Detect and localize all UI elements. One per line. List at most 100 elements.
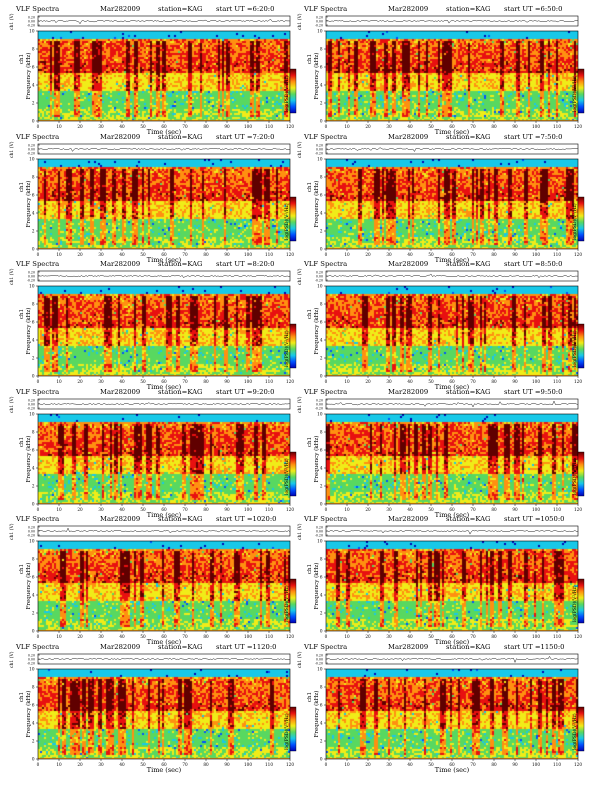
spectrogram-xtick-label: 10: [344, 762, 350, 767]
spectrogram-ylabel: Frequency (kHz): [25, 53, 32, 100]
spectrogram-ytick-label: 0: [32, 246, 35, 251]
spectrogram-ytick-label: 8: [320, 685, 323, 690]
waveform-tick-label: 0.00: [316, 275, 323, 279]
spectrogram-xtick-label: 10: [56, 507, 62, 512]
spectrogram-ytick-label: 0: [320, 246, 323, 251]
panel-date: Mar282009: [100, 515, 140, 523]
spectrogram-xtick-label: 100: [244, 762, 252, 767]
waveform-tick-label: -0.20: [27, 662, 35, 666]
spectrogram-xtick-label: 50: [428, 507, 434, 512]
waveform-tick-label: 0.20: [28, 398, 35, 402]
waveform-tick-label: -0.20: [27, 24, 35, 28]
spectrogram-xtick-label: 40: [407, 507, 413, 512]
spectrogram-ylabel: Frequency (kHz): [313, 691, 320, 738]
spectrogram-xtick-label: 80: [491, 252, 497, 257]
spectrogram-ytick-label: 6: [32, 575, 35, 580]
spectrogram-ylabel-ch: ch1: [307, 309, 313, 319]
spectrogram-xtick-label: 90: [224, 634, 230, 639]
panel-start-time: start UT =6:20:0: [216, 5, 274, 13]
spectrogram-canvas: [38, 158, 290, 249]
waveform-tick-label: 0.20: [316, 143, 323, 147]
spectrogram-xtick-label: 80: [203, 634, 209, 639]
spectrogram-ylabel-ch: ch1: [19, 692, 25, 702]
spectrogram-xtick-label: 60: [161, 252, 167, 257]
spectrogram-xtick-label: 20: [365, 507, 371, 512]
waveform-ylabel: ch1 (V): [8, 268, 15, 285]
spectrogram-ytick-label: 8: [320, 47, 323, 52]
panel-station: station=KAG: [158, 643, 202, 651]
spectrogram-xtick-label: 30: [386, 762, 392, 767]
panel-station: station=KAG: [158, 388, 202, 396]
spectrogram-xtick-label: 0: [37, 124, 40, 129]
spectrogram-ylabel: Frequency (kHz): [313, 53, 320, 100]
spectrogram-image: [326, 541, 578, 632]
panel-start-time: start UT =9:50:0: [504, 388, 562, 396]
spectrogram-ytick-label: 2: [320, 101, 323, 106]
waveform-tick-label: -0.20: [27, 151, 35, 155]
spectrogram-xtick-label: 0: [325, 252, 328, 257]
spectrogram-xtick-label: 80: [491, 379, 497, 384]
panel-date: Mar282009: [388, 133, 428, 141]
spectrogram-xtick-label: 90: [224, 252, 230, 257]
spectrogram-image: [326, 669, 578, 759]
spectrogram-xlabel: Time (sec): [147, 128, 182, 136]
spectrogram-xtick-label: 90: [224, 379, 230, 384]
spectrogram-ylabel: Frequency (kHz): [25, 308, 32, 355]
spectrogram-xtick-label: 110: [265, 634, 273, 639]
spectrogram-ytick-label: 2: [32, 483, 35, 488]
spectrogram-ylabel: Frequency (kHz): [313, 180, 320, 227]
spectrogram-xtick-label: 110: [553, 379, 561, 384]
spectrogram-xtick-label: 80: [491, 634, 497, 639]
panel-title: VLF Spectra: [303, 643, 347, 651]
spectrogram-xtick-label: 40: [119, 762, 125, 767]
spectrogram-xtick-label: 110: [553, 762, 561, 767]
spectrogram-ytick-label: 8: [32, 47, 35, 52]
spectrogram-xtick-label: 100: [244, 634, 252, 639]
panel-svg: VLF Spectra Mar282009 station=KAG start UT …: [296, 133, 585, 264]
spectrogram-image: [326, 413, 578, 504]
colorbar: [577, 451, 585, 496]
spectrogram-ylabel: Frequency (kHz): [25, 180, 32, 227]
spectrogram-xtick-label: 60: [449, 379, 455, 384]
colorbar-label: log(PSD)(V²/Hz): [571, 75, 578, 112]
spectrogram-xtick-label: 30: [386, 634, 392, 639]
panel-start-time: start UT =1050:0: [504, 515, 564, 523]
colorbar: [289, 323, 297, 369]
spectrogram-xtick-label: 0: [325, 379, 328, 384]
waveform-ylabel: ch1 (V): [296, 268, 303, 285]
spectrogram-xtick-label: 70: [182, 507, 188, 512]
waveform-tick-label: 0.00: [28, 402, 35, 406]
spectrogram-xtick-label: 40: [119, 634, 125, 639]
spectrogram-xtick-label: 70: [470, 252, 476, 257]
waveform-trace: [37, 147, 291, 152]
waveform-tick-label: 0.00: [316, 530, 323, 534]
spectrogram-xtick-label: 40: [119, 507, 125, 512]
waveform-tick-label: 0.00: [316, 20, 323, 24]
spectrogram-ytick-label: 6: [320, 447, 323, 452]
panel-date: Mar282009: [388, 515, 428, 523]
spectrogram-ytick-label: 2: [320, 483, 323, 488]
spectrogram-ytick-label: 4: [320, 721, 323, 726]
spectrogram-ylabel-ch: ch1: [19, 309, 25, 319]
spectrogram-image: [326, 31, 578, 121]
spectrogram-xtick-label: 50: [428, 252, 434, 257]
spectrogram-xtick-label: 120: [574, 507, 582, 512]
spectrogram-ylabel: Frequency (kHz): [313, 563, 320, 610]
spectrogram-ytick-label: 0: [32, 757, 35, 762]
panel-svg: VLF Spectra Mar282009 station=KAG start UT …: [8, 515, 297, 646]
spectrogram-xtick-label: 70: [182, 379, 188, 384]
waveform-tick-label: 0.00: [316, 402, 323, 406]
spectrogram-ylabel-ch: ch1: [307, 692, 313, 702]
spectrogram-xtick-label: 110: [265, 252, 273, 257]
spectrogram-panel: VLF Spectra Mar282009 station=KAG start UT …: [296, 258, 586, 391]
spectrogram-ytick-label: 2: [32, 228, 35, 233]
panel-svg: VLF Spectra Mar282009 station=KAG start UT …: [8, 388, 297, 519]
spectrogram-ylabel-ch: ch1: [19, 54, 25, 64]
spectrogram-ytick-label: 2: [32, 356, 35, 361]
spectrogram-canvas: [38, 31, 290, 121]
waveform-ylabel: ch1 (V): [8, 396, 15, 413]
waveform-ylabel: ch1 (V): [296, 13, 303, 30]
panel-svg: VLF Spectra Mar282009 station=KAG start UT …: [8, 643, 297, 774]
spectrogram-ytick-label: 6: [320, 703, 323, 708]
spectrogram-xtick-label: 10: [56, 379, 62, 384]
